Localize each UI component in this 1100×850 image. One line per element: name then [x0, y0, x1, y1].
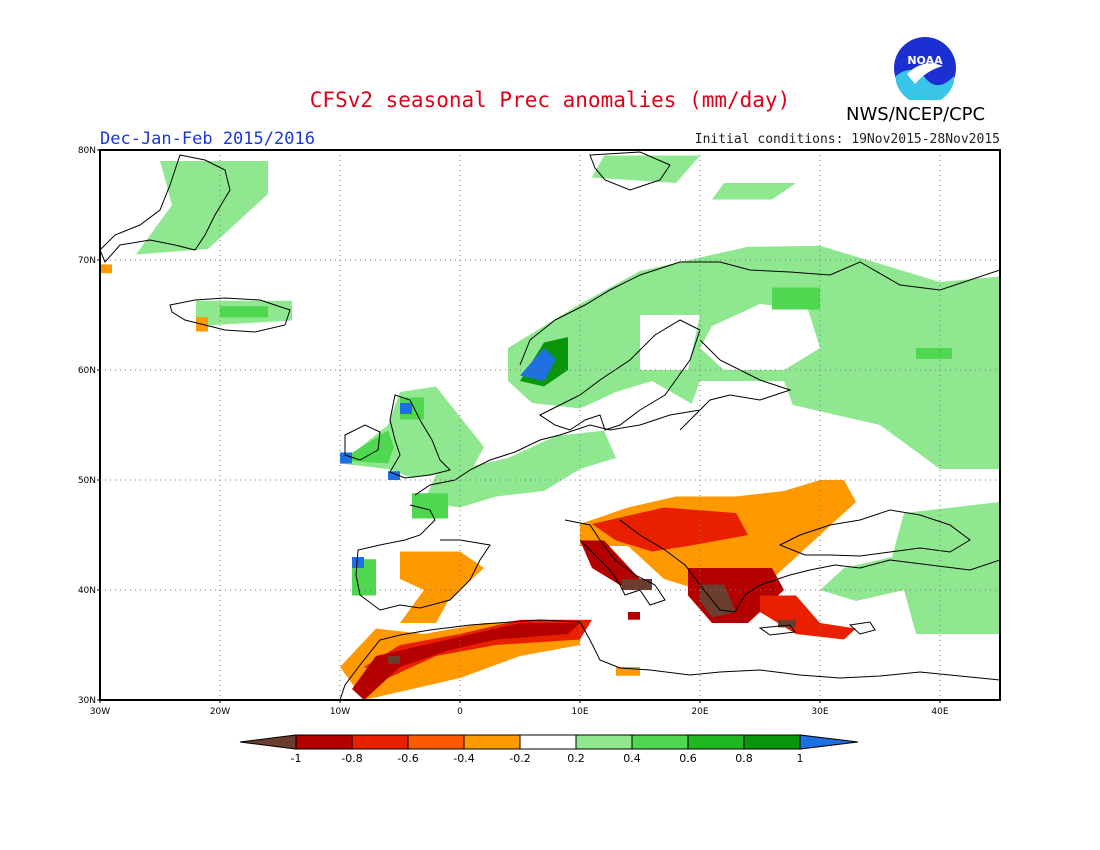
anomaly-region: [640, 315, 700, 370]
lon-tick-label: 40E: [931, 707, 948, 717]
lon-tick-label: 10W: [330, 707, 350, 717]
lat-tick-label: 80N: [78, 146, 96, 156]
colorbar-over-arrow: [799, 734, 859, 750]
colorbar-segment: [463, 734, 521, 750]
colorbar-segment: [687, 734, 745, 750]
lon-tick-label: 20E: [691, 707, 708, 717]
colorbar-label: -0.8: [341, 752, 362, 765]
coastline-layer: [100, 151, 1000, 700]
colorbar-segment: [407, 734, 465, 750]
ireland-coast: [344, 424, 381, 461]
anomaly-region: [340, 452, 352, 464]
anomaly-region: [760, 595, 856, 640]
iceland-coast: [169, 297, 291, 333]
lat-tick-label: 60N: [78, 366, 96, 376]
anomaly-region: [772, 287, 820, 310]
anomaly-region: [136, 161, 268, 255]
anomaly-region: [592, 155, 700, 183]
anomaly-region: [700, 584, 736, 618]
north-africa-coast: [339, 619, 1000, 700]
colorbar-label: 0.4: [623, 752, 641, 765]
colorbar-segment: [631, 734, 689, 750]
lat-tick-label: 30N: [78, 696, 96, 706]
italy-coast: [564, 519, 666, 606]
colorbar-segment: [295, 734, 353, 750]
anomaly-region: [712, 183, 796, 200]
colorbar-label: 0.6: [679, 752, 697, 765]
anomaly-region: [700, 304, 820, 370]
noaa-logo: NOAA: [893, 36, 957, 105]
anomaly-region: [628, 612, 640, 620]
scandinavia-coast: [519, 261, 1000, 366]
anomaly-region: [916, 348, 952, 359]
anomaly-region: [100, 264, 112, 274]
anomaly-region: [388, 656, 400, 664]
colorbar-label: 1: [797, 752, 804, 765]
anomaly-region: [820, 502, 1000, 634]
initial-conditions-label: Initial conditions: 19Nov2015-28Nov2015: [694, 132, 1000, 147]
anomaly-region: [592, 507, 748, 552]
anomaly-region: [388, 471, 400, 480]
logo-text: NOAA: [907, 54, 943, 67]
colorbar-segment: [743, 734, 801, 750]
colorbar-label: -0.2: [509, 752, 530, 765]
colorbar-label: -1: [291, 752, 302, 765]
colorbar-label: -0.6: [397, 752, 418, 765]
svalbard-coast: [589, 151, 671, 191]
iberia-coast: [355, 504, 491, 611]
cyprus-coast: [848, 621, 876, 635]
balkans-coast: [619, 519, 1000, 613]
baltic-coast: [539, 319, 701, 431]
colorbar-segment: [575, 734, 633, 750]
lat-tick-label: 70N: [78, 256, 96, 266]
colorbar-under-arrow: [239, 734, 297, 750]
colorbar-label: -0.4: [453, 752, 474, 765]
colorbar: -1 -0.8 -0.6 -0.4 -0.2 0.2 0.4 0.6 0.8 1: [239, 734, 859, 765]
crete-coast: [758, 624, 796, 636]
lat-tick-label: 50N: [78, 476, 96, 486]
anomaly-region: [220, 306, 268, 318]
agency-label: NWS/NCEP/CPC: [846, 104, 986, 125]
lon-tick-label: 0: [457, 707, 463, 717]
anomaly-region: [520, 348, 556, 381]
britain-coast: [389, 394, 451, 479]
anomaly-region: [400, 403, 412, 414]
anomaly-region: [412, 493, 448, 519]
anomaly-region: [400, 551, 484, 623]
chart-title: CFSv2 seasonal Prec anomalies (mm/day): [309, 88, 791, 112]
colorbar-segment: [519, 734, 577, 750]
colorbar-segment: [351, 734, 409, 750]
anomaly-region: [352, 557, 364, 568]
lat-tick-label: 40N: [78, 586, 96, 596]
lon-tick-label: 30W: [90, 707, 110, 717]
plot-frame: [99, 149, 1001, 701]
lon-tick-label: 20W: [210, 707, 230, 717]
anomaly-region: [622, 579, 652, 590]
finland-gulf: [679, 339, 792, 431]
anomaly-region: [580, 540, 640, 590]
anomaly-region: [424, 430, 616, 508]
black-sea-coast: [778, 509, 971, 557]
season-label: Dec-Jan-Feb 2015/2016: [100, 129, 315, 149]
anomaly-field-layer: [100, 155, 1000, 700]
graticule: [100, 150, 1000, 700]
anomaly-region: [340, 430, 394, 464]
colorbar-label: 0.2: [567, 752, 585, 765]
colorbar-label: 0.8: [735, 752, 753, 765]
lon-tick-label: 10E: [571, 707, 588, 717]
anomaly-region: [688, 381, 796, 425]
lon-tick-label: 30E: [811, 707, 828, 717]
greenland-coast: [100, 154, 231, 263]
